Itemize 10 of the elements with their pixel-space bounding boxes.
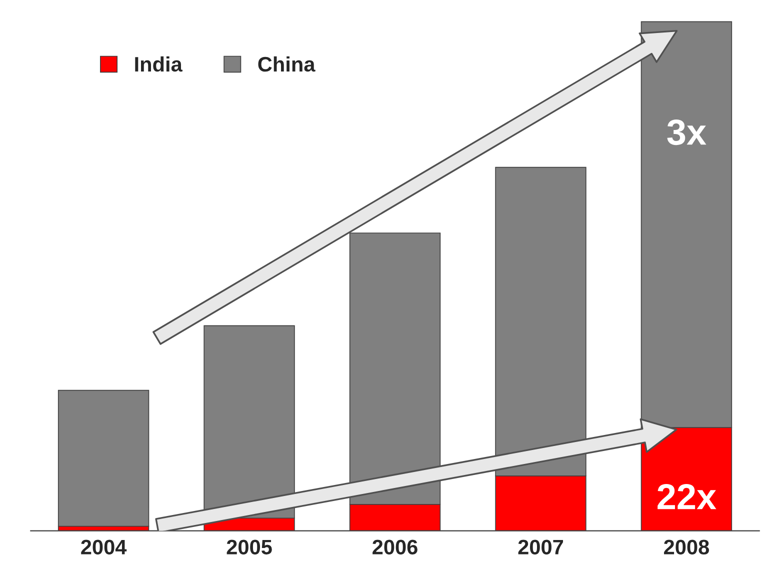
bar — [58, 390, 150, 527]
x-tick-label: 2008 — [664, 540, 709, 554]
annotation: 3x — [667, 119, 706, 146]
x-tick-label: 2006 — [372, 540, 418, 554]
annotation: 22x — [658, 484, 716, 510]
legend-label: India — [135, 56, 183, 72]
x-tick-label: 2007 — [518, 540, 563, 554]
x-tick-label: 2005 — [226, 540, 272, 554]
x-tick-label: 2004 — [81, 540, 127, 554]
legend-label: China — [258, 56, 316, 72]
